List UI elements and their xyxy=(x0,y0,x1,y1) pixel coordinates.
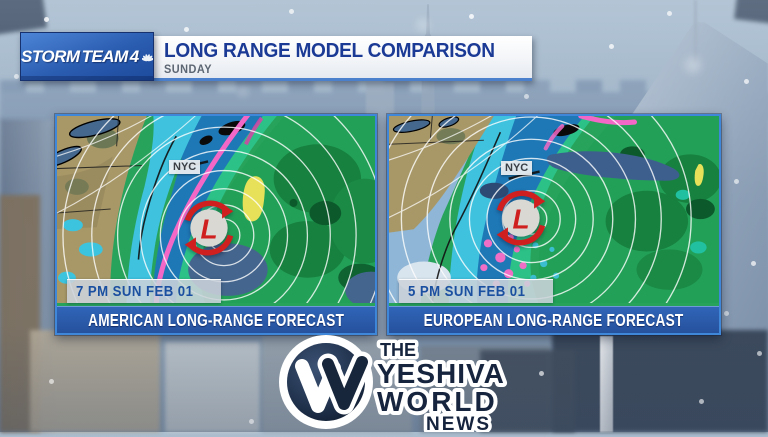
nyc-label: NYC xyxy=(169,160,201,174)
storm-text: STORM xyxy=(21,46,80,66)
timestamp-chip: 7 PM SUN FEB 01 xyxy=(67,279,222,303)
american-model-art xyxy=(57,116,375,303)
watermark-news: NEWS xyxy=(426,414,491,432)
american-model-map: NYC L 7 PM SUN FEB 01 AMERICAN LONG-RANG… xyxy=(55,114,377,335)
european-model-map: NYC L 5 PM SUN FEB 01 EUROPEAN LONG-RANG… xyxy=(387,114,721,335)
antenna-spire xyxy=(694,0,697,62)
page-subtitle: SUNDAY xyxy=(164,64,212,76)
low-pressure-cyclone-icon: L xyxy=(181,200,237,256)
white-chimney-tower xyxy=(600,336,613,432)
nbc-peacock-icon xyxy=(141,53,153,61)
ywn-monogram-icon xyxy=(279,335,373,429)
bottom-shade xyxy=(0,325,768,432)
low-symbol: L xyxy=(200,213,217,244)
watermark-yeshiva: YESHIVA xyxy=(377,358,505,389)
watermark-world: WORLD xyxy=(377,386,498,417)
low-symbol: L xyxy=(512,203,529,234)
four-text: 4 xyxy=(129,46,139,66)
nyc-label: NYC xyxy=(501,161,533,175)
building-corner-topleft xyxy=(0,0,48,37)
team-text: TEAM xyxy=(81,46,129,66)
page-title: LONG RANGE MODEL COMPARISON xyxy=(164,39,495,62)
building-bottom-dark xyxy=(480,350,575,432)
ywn-watermark: THE YESHIVA WORLD NEWS xyxy=(276,332,512,437)
timestamp-chip: 5 PM SUN FEB 01 xyxy=(399,279,554,303)
european-model-art xyxy=(389,116,719,303)
building-corner-topright xyxy=(734,0,768,25)
building-bottom-dark xyxy=(552,330,768,432)
low-pressure-cyclone-icon: L xyxy=(493,190,549,246)
snow-bokeh xyxy=(0,0,6,6)
european-forecast-label-bar: EUROPEAN LONG-RANGE FORECAST xyxy=(389,306,719,333)
building-bottom xyxy=(30,330,160,432)
header-banner: LONG RANGE MODEL COMPARISON SUNDAY xyxy=(152,36,532,81)
stormteam4-logo: STORM TEAM 4 xyxy=(20,32,154,81)
building-bottom xyxy=(165,342,260,432)
watermark-the: THE xyxy=(380,340,416,360)
american-forecast-label-bar: AMERICAN LONG-RANGE FORECAST xyxy=(57,306,375,333)
